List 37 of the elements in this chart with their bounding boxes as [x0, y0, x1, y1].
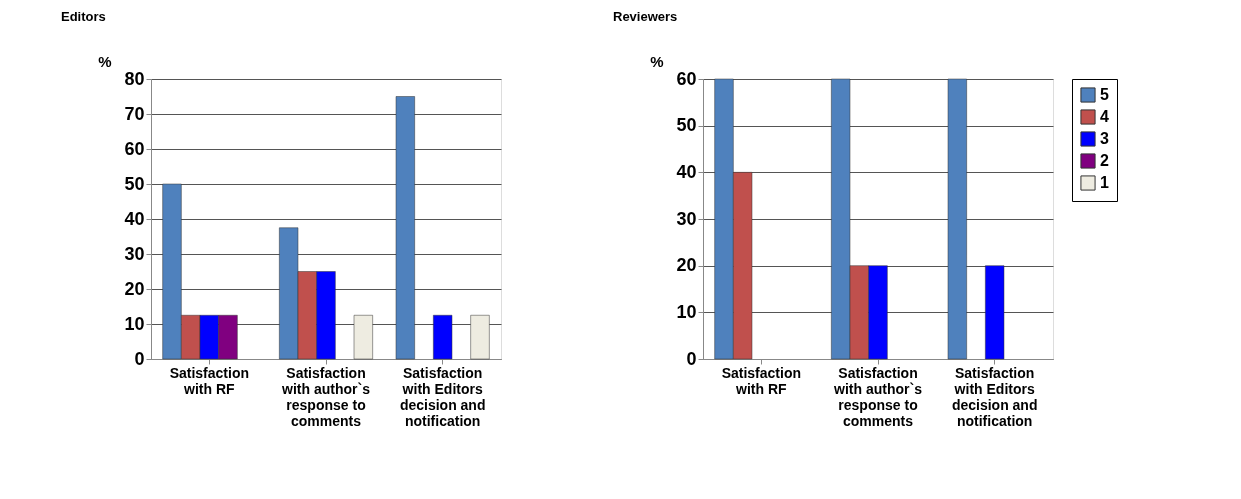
x-tick-label: Satisfaction with RF — [169, 364, 250, 397]
y-tick-label: 20 — [124, 278, 145, 299]
y-tick-label: 40 — [124, 208, 145, 229]
y-tick-label: 0 — [686, 348, 697, 369]
legend-label: 3 — [1100, 130, 1109, 147]
legend-label: 4 — [1100, 108, 1109, 125]
y-tick-label: 60 — [676, 68, 697, 89]
y-axis-title: % — [650, 52, 664, 70]
y-tick-label: 80 — [124, 68, 145, 89]
bar — [985, 265, 1005, 360]
y-tick-label: 0 — [134, 348, 145, 369]
y-tick-label: 40 — [676, 161, 697, 182]
bar — [947, 78, 967, 360]
x-tick-label: Satisfaction with author`s response to comments — [833, 364, 923, 429]
y-tick-label: 70 — [124, 103, 145, 124]
x-tick-label: Satisfaction with RF — [721, 364, 802, 397]
bar — [433, 315, 453, 360]
y-tick-label: 50 — [124, 173, 145, 194]
legend-label: 1 — [1100, 174, 1109, 191]
y-tick-label: 20 — [676, 255, 697, 276]
x-tick-label: Satisfaction with Editors decision and notification — [951, 364, 1038, 429]
legend-label: 2 — [1100, 152, 1109, 169]
y-tick-label: 50 — [676, 115, 697, 136]
y-tick-label: 60 — [124, 138, 145, 159]
chart-title: Editors — [61, 9, 106, 24]
y-tick-label: 10 — [676, 301, 697, 322]
y-axis-title: % — [98, 52, 112, 70]
legend-label: 5 — [1100, 86, 1109, 103]
x-tick-label: Satisfaction with Editors decision and notification — [399, 364, 486, 429]
y-tick-label: 10 — [124, 313, 145, 334]
y-tick-label: 30 — [676, 208, 697, 229]
bar — [395, 96, 415, 360]
bar — [470, 315, 490, 360]
bar — [353, 315, 373, 360]
chart-title: Reviewers — [613, 9, 678, 24]
y-tick-label: 30 — [124, 243, 145, 264]
x-tick-label: Satisfaction with author`s response to comments — [281, 364, 371, 429]
